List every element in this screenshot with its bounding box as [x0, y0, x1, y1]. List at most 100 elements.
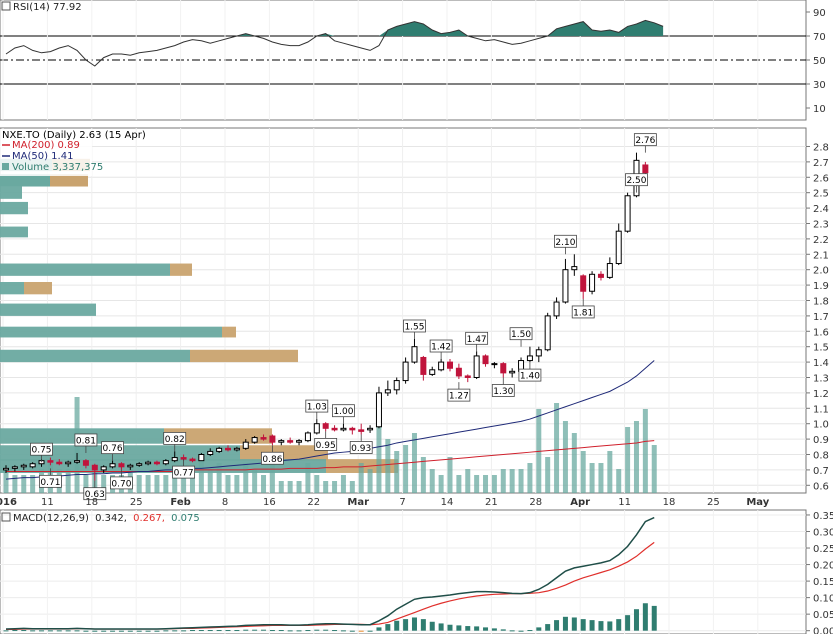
macd-histogram-bar — [225, 630, 231, 632]
macd-histogram-bar — [136, 630, 142, 632]
callout-label: 1.03 — [307, 403, 327, 413]
date-tick-label: 28 — [529, 497, 542, 508]
macd-histogram-bar — [509, 630, 515, 632]
candle-body-down — [349, 427, 356, 431]
macd-histogram-bar — [252, 629, 258, 631]
ma200-line — [6, 440, 655, 472]
volume-bar — [323, 481, 329, 493]
volume-bar — [491, 475, 497, 493]
moving-averages — [5, 360, 655, 480]
volume-bar — [83, 475, 89, 493]
date-tick-label: 25 — [130, 497, 143, 508]
volume-bar — [598, 463, 604, 493]
date-tick-label: Mar — [347, 497, 369, 508]
volume-bar — [172, 469, 178, 493]
candle-body-down — [260, 437, 267, 440]
callout-label: 0.63 — [85, 490, 105, 500]
volume-profile-bar — [0, 282, 24, 295]
macd-histogram-bar — [571, 617, 577, 631]
candle-body-up — [29, 463, 36, 468]
candle-body-up — [251, 437, 258, 443]
rsi-tick-label: 30 — [813, 80, 826, 91]
macd-histogram-bar — [474, 626, 480, 631]
macd-histogram-bar — [30, 630, 36, 632]
volume-bar — [243, 463, 249, 493]
price-axis: 2.8 2.7 2.6 2.5 2.4 2.3 2.2 2.1 2.0 1.9 1.8 1.7 1.6 1… — [806, 142, 829, 492]
date-tick-label: May — [746, 497, 769, 508]
volume-bar — [607, 451, 613, 493]
price-tick-label: 0.6 — [813, 481, 829, 492]
candle-body-up — [127, 464, 134, 468]
volume-profile-bar — [0, 186, 22, 199]
price-tick-label: 2.5 — [813, 189, 829, 200]
rsi-tick-label: 50 — [813, 56, 826, 67]
candle-body-up — [11, 466, 18, 469]
macd-histogram-bar — [554, 620, 560, 631]
candle-body-down — [225, 447, 231, 451]
candle-body-down — [464, 375, 471, 378]
volume-bar — [12, 475, 18, 493]
volume-bar — [358, 463, 364, 493]
macd-grid — [0, 510, 806, 634]
candle-body-down — [287, 440, 294, 443]
volume-bar — [234, 475, 240, 493]
price-tick-label: 2.8 — [813, 142, 829, 153]
price-tick-label: 1.1 — [813, 404, 829, 415]
macd-histogram-bar — [243, 629, 249, 631]
volume-bar — [500, 469, 506, 493]
callout-label: 1.40 — [520, 372, 540, 382]
volume-profile-bar-down — [24, 282, 52, 295]
macd-line — [5, 516, 655, 630]
candle-body-up — [544, 315, 551, 351]
macd-histogram-bar — [163, 630, 169, 632]
callout-label: 2.50 — [626, 176, 646, 186]
volume-bar — [465, 469, 471, 493]
macd-histogram-bar — [234, 630, 240, 632]
candle-body-down — [56, 461, 63, 465]
volume-profile-bar — [0, 174, 50, 187]
volume-bar — [616, 469, 622, 493]
callout-label: 1.55 — [404, 322, 424, 332]
macd-histogram-bar — [216, 630, 222, 632]
legend-volume: Volume 3,337,375 — [12, 162, 103, 173]
volume-profile-bar — [0, 303, 96, 316]
legend-title: NXE.TO (Daily) 2.63 (15 Apr) — [2, 130, 146, 141]
macd-histogram-bar — [39, 630, 45, 632]
price-tick-label: 0.7 — [813, 466, 829, 477]
candle-body-up — [509, 370, 516, 374]
callout-label: 0.75 — [31, 446, 51, 456]
volume-bar — [163, 475, 169, 493]
volume-bar — [376, 427, 382, 493]
candle-body-down — [47, 460, 54, 463]
volume-bar — [411, 433, 417, 493]
volume-bar — [225, 475, 231, 493]
macd-histogram-bar — [207, 630, 213, 632]
volume-bar — [349, 481, 355, 493]
macd-legend-name: MACD(12,26,9) — [13, 513, 89, 524]
macd-histogram-bar — [314, 629, 320, 631]
volume-bar — [136, 475, 142, 493]
volume-bar — [314, 475, 320, 493]
volume-profile-bar-down — [222, 326, 236, 338]
rsi-grid — [0, 0, 806, 120]
volume-profile-bar — [0, 326, 222, 338]
candle-body-up — [606, 263, 613, 278]
candle-body-up — [571, 266, 578, 271]
candle-body-down — [420, 356, 427, 375]
macd-histogram-bar — [296, 630, 302, 632]
callout-label: 0.86 — [262, 455, 282, 465]
candle-body-up — [162, 460, 169, 465]
volume-profile-bar — [0, 226, 28, 238]
macd-histogram-bar — [411, 617, 417, 631]
candle-body-up — [136, 463, 143, 466]
macd-histogram-bar — [465, 626, 471, 631]
candle-body-up — [313, 423, 320, 434]
date-tick-label: Apr — [570, 497, 590, 508]
volume-profile-bar-down — [50, 174, 88, 187]
candle-body-up — [216, 447, 223, 452]
price-tick-label: 0.8 — [813, 450, 829, 461]
volume-bar — [101, 475, 107, 493]
date-tick-label: 14 — [441, 497, 454, 508]
candle-body-up — [340, 427, 347, 431]
rsi-panel: 90 70 50 30 10 RSI(14) 77.92 — [0, 0, 826, 121]
